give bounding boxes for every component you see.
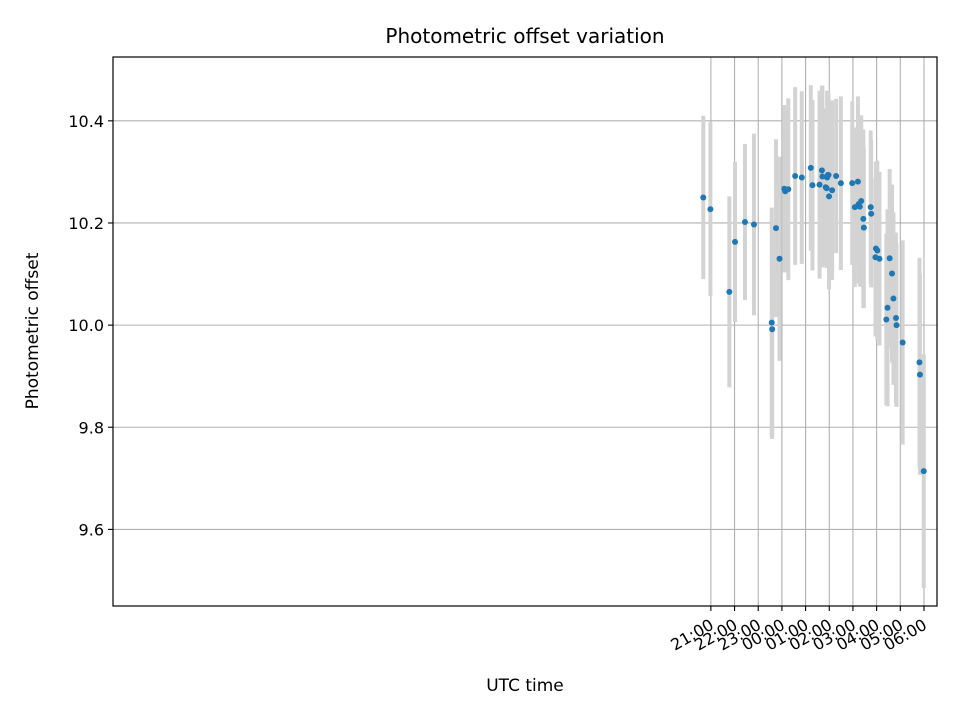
data-point [890,295,897,302]
data-point [819,173,826,180]
data-point [893,322,900,329]
data-point [868,210,875,217]
y-axis-ticks: 9.6 9.8 10.0 10.2 10.4 [68,112,113,539]
data-point [849,180,856,187]
data-point [807,164,814,171]
data-point [916,371,923,378]
data-point [726,288,733,295]
data-point [856,203,863,210]
data-point [874,247,881,254]
data-point [854,178,861,185]
data-point [860,215,867,222]
y-tick-label: 9.8 [79,418,104,437]
data-point [884,304,891,311]
data-point [886,255,893,262]
data-point [867,204,874,211]
y-tick-label: 10.2 [68,214,104,233]
data-point [707,206,714,213]
chart-title: Photometric offset variation [385,24,664,48]
data-point [768,319,775,326]
data-point [826,193,833,200]
x-axis-title: UTC time [486,676,564,696]
y-axis-title: Photometric offset [23,252,43,409]
data-point [916,359,923,366]
data-point [860,224,867,231]
data-point [893,314,900,321]
data-point [732,238,739,245]
data-point [876,255,883,262]
data-point [776,255,783,262]
data-point [920,468,927,475]
y-tick-label: 9.6 [79,520,104,539]
data-point [785,186,792,193]
data-point [809,182,816,189]
data-point [816,181,823,188]
data-point [750,221,757,228]
data-point [772,225,779,232]
data-point [833,172,840,179]
plot-frame [112,56,938,607]
data-point [883,316,890,323]
data-point [837,180,844,187]
data-point [823,185,830,192]
y-tick-label: 10.0 [68,316,104,335]
data-point [798,174,805,181]
data-point [889,270,896,277]
data-point [825,171,832,178]
data-point [700,194,707,201]
data-points [700,164,927,475]
data-point [792,172,799,179]
data-point [741,218,748,225]
data-point [818,167,825,174]
y-tick-label: 10.4 [68,112,104,131]
data-point [769,326,776,333]
data-point [858,198,865,205]
data-point [829,187,836,194]
data-point [899,339,906,346]
